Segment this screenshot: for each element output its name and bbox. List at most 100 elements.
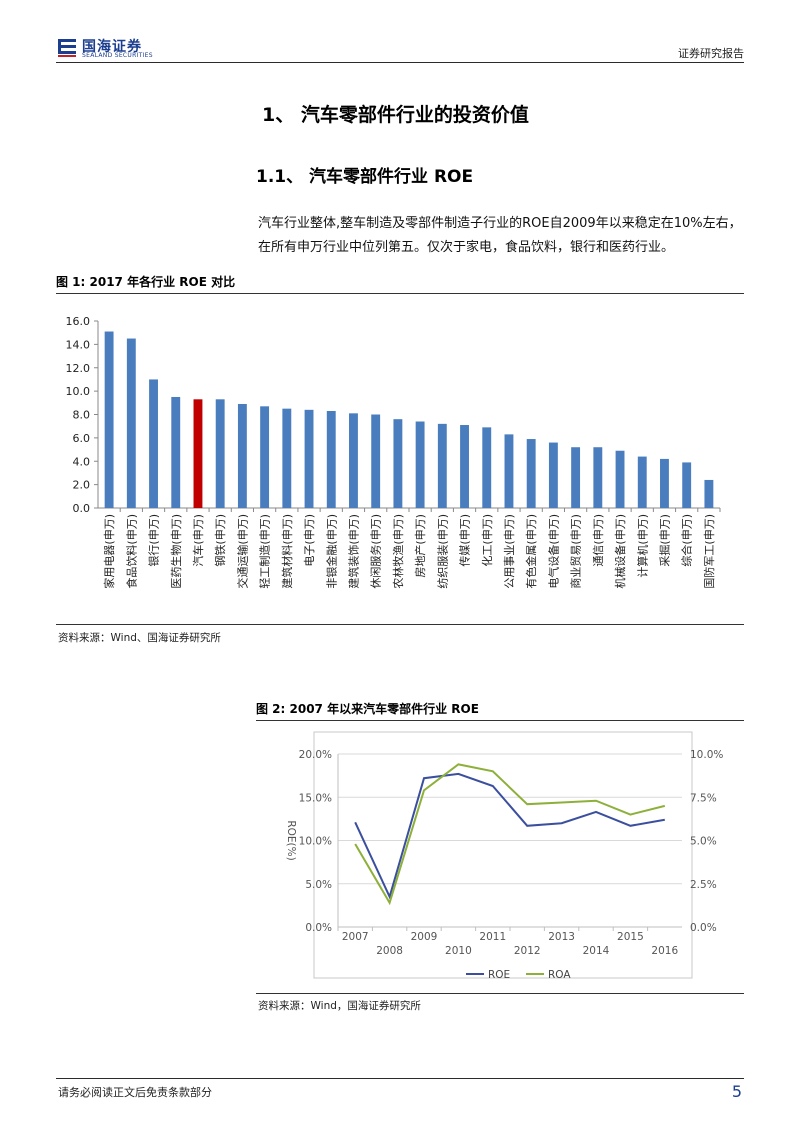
header-divider bbox=[56, 62, 744, 63]
bar bbox=[704, 479, 714, 508]
auto-parts-roe-line-chart: 20.0% 15.0% 10.0% 5.0% 0.0% 10.0% 7.5% 5.0% 2.5%… bbox=[285, 731, 723, 981]
x-tick-label: 2016 bbox=[651, 945, 678, 957]
right-y-tick-label: 10.0% bbox=[690, 749, 723, 761]
x-tick-label: 建筑材料(申万) bbox=[280, 514, 294, 589]
right-y-tick-label: 7.5% bbox=[690, 792, 717, 804]
y-tick-label: 16.0 bbox=[66, 315, 91, 328]
figure1-source: 资料来源：Wind、国海证券研究所 bbox=[58, 632, 221, 644]
bar bbox=[393, 419, 403, 508]
left-y-tick-label: 5.0% bbox=[305, 879, 332, 891]
x-tick-label: 2009 bbox=[411, 931, 438, 943]
x-tick-label: 电子(申万) bbox=[303, 514, 316, 567]
bar bbox=[304, 409, 314, 508]
x-tick-label: 通信(申万) bbox=[592, 514, 605, 567]
x-tick-label: 休闲服务(申万) bbox=[369, 514, 383, 589]
figure2-bottom-rule bbox=[256, 993, 744, 994]
bar bbox=[593, 447, 603, 508]
bar bbox=[571, 447, 581, 508]
series-line-roe bbox=[354, 772, 665, 900]
footer-divider bbox=[56, 1078, 744, 1079]
y-tick-label: 2.0 bbox=[73, 479, 91, 492]
x-tick-label: 纺织服装(申万) bbox=[435, 514, 449, 589]
x-tick-label: 房地产(申万) bbox=[413, 514, 427, 578]
left-y-tick-label: 10.0% bbox=[299, 836, 332, 848]
x-tick-label: 国防军工(申万) bbox=[702, 514, 716, 589]
logo-mark-icon bbox=[56, 36, 78, 58]
x-tick-label: 钢铁(申万) bbox=[214, 514, 227, 567]
x-tick-label: 2012 bbox=[514, 945, 541, 957]
bar bbox=[682, 462, 692, 508]
bar bbox=[104, 331, 114, 508]
x-tick-label: 有色金属(申万) bbox=[524, 514, 538, 589]
x-tick-label: 2013 bbox=[548, 931, 575, 943]
x-tick-label: 2011 bbox=[479, 931, 506, 943]
left-y-tick-label: 0.0% bbox=[305, 922, 332, 934]
x-tick-label: 医药生物(申万) bbox=[169, 514, 183, 589]
bar bbox=[437, 423, 447, 508]
x-tick-label: 轻工制造(申万) bbox=[258, 514, 272, 589]
chart-frame bbox=[313, 731, 693, 979]
bar bbox=[526, 439, 536, 508]
bar bbox=[171, 396, 181, 508]
logo-chinese-name: 国海证券 bbox=[82, 39, 142, 55]
figure1-title: 图 1: 2017 年各行业 ROE 对比 bbox=[56, 275, 236, 289]
page-number: 5 bbox=[731, 1082, 742, 1101]
x-tick-label: 2015 bbox=[617, 931, 644, 943]
company-logo: 国海证券 SEALAND SECURITIES bbox=[56, 34, 176, 62]
bar bbox=[504, 434, 514, 508]
y-tick-label: 4.0 bbox=[73, 455, 91, 468]
bar bbox=[260, 406, 270, 508]
x-tick-label: 农林牧渔(申万) bbox=[391, 514, 405, 589]
bar bbox=[237, 403, 247, 508]
x-tick-label: 传媒(申万) bbox=[459, 514, 472, 567]
y-tick-label: 6.0 bbox=[73, 432, 91, 445]
bar bbox=[615, 450, 625, 508]
x-tick-label: 非银金融(申万) bbox=[324, 514, 338, 589]
figure2-top-rule bbox=[256, 720, 744, 721]
right-y-tick-label: 2.5% bbox=[690, 879, 717, 891]
legend-label: ROE bbox=[488, 969, 510, 981]
x-tick-label: 计算机(申万) bbox=[635, 514, 649, 578]
figure1-top-rule bbox=[56, 293, 744, 294]
x-tick-label: 食品饮料(申万) bbox=[124, 514, 138, 589]
left-y-tick-label: 15.0% bbox=[299, 792, 332, 804]
x-tick-label: 电气设备(申万) bbox=[546, 514, 560, 589]
logo-english-name: SEALAND SECURITIES bbox=[82, 52, 153, 59]
y-tick-label: 10.0 bbox=[66, 385, 91, 398]
footer-disclaimer: 请务必阅读正文后免责条款部分 bbox=[58, 1086, 212, 1099]
bar bbox=[349, 413, 358, 508]
section-heading: 1、 汽车零部件行业的投资价值 bbox=[262, 104, 529, 126]
x-tick-label: 2007 bbox=[342, 931, 369, 943]
x-tick-label: 机械设备(申万) bbox=[613, 514, 627, 589]
x-tick-label: 公用事业(申万) bbox=[503, 514, 516, 589]
x-tick-label: 家用电器(申万) bbox=[102, 514, 116, 589]
report-type-label: 证券研究报告 bbox=[678, 47, 744, 60]
bar bbox=[193, 399, 203, 508]
industry-roe-bar-chart: 16.0 14.0 12.0 10.0 8.0 6.0 4.0 2.0 0.0 家用电器(申万) 食… bbox=[66, 315, 721, 589]
y-tick-label: 12.0 bbox=[66, 362, 91, 375]
x-tick-label: 采掘(申万) bbox=[657, 514, 671, 567]
legend-label: ROA bbox=[548, 969, 571, 981]
y-tick-label: 8.0 bbox=[73, 409, 91, 422]
bar bbox=[460, 425, 469, 508]
x-tick-label: 2010 bbox=[445, 945, 472, 957]
bar bbox=[149, 379, 158, 508]
bar bbox=[282, 408, 292, 508]
bar bbox=[326, 410, 336, 508]
bar bbox=[482, 427, 492, 508]
bar bbox=[371, 414, 381, 508]
bar bbox=[637, 456, 647, 508]
bar bbox=[548, 442, 558, 508]
figure1-bottom-rule bbox=[56, 624, 744, 625]
bar bbox=[215, 399, 225, 508]
body-paragraph: 汽车行业整体,整车制造及零部件制造子行业的ROE自2009年以来稳定在10%左右… bbox=[258, 216, 742, 255]
left-y-axis-title: ROE(%) bbox=[285, 820, 297, 860]
right-y-tick-label: 0.0% bbox=[690, 922, 717, 934]
x-tick-label: 建筑装饰(申万) bbox=[346, 514, 360, 589]
y-tick-label: 14.0 bbox=[66, 338, 91, 351]
right-y-tick-label: 5.0% bbox=[690, 836, 717, 848]
x-tick-label: 交通运输(申万) bbox=[235, 514, 249, 589]
x-tick-label: 2008 bbox=[376, 945, 403, 957]
subsection-heading: 1.1、 汽车零部件行业 ROE bbox=[256, 167, 474, 187]
figure2-title: 图 2: 2007 年以来汽车零部件行业 ROE bbox=[256, 702, 479, 716]
